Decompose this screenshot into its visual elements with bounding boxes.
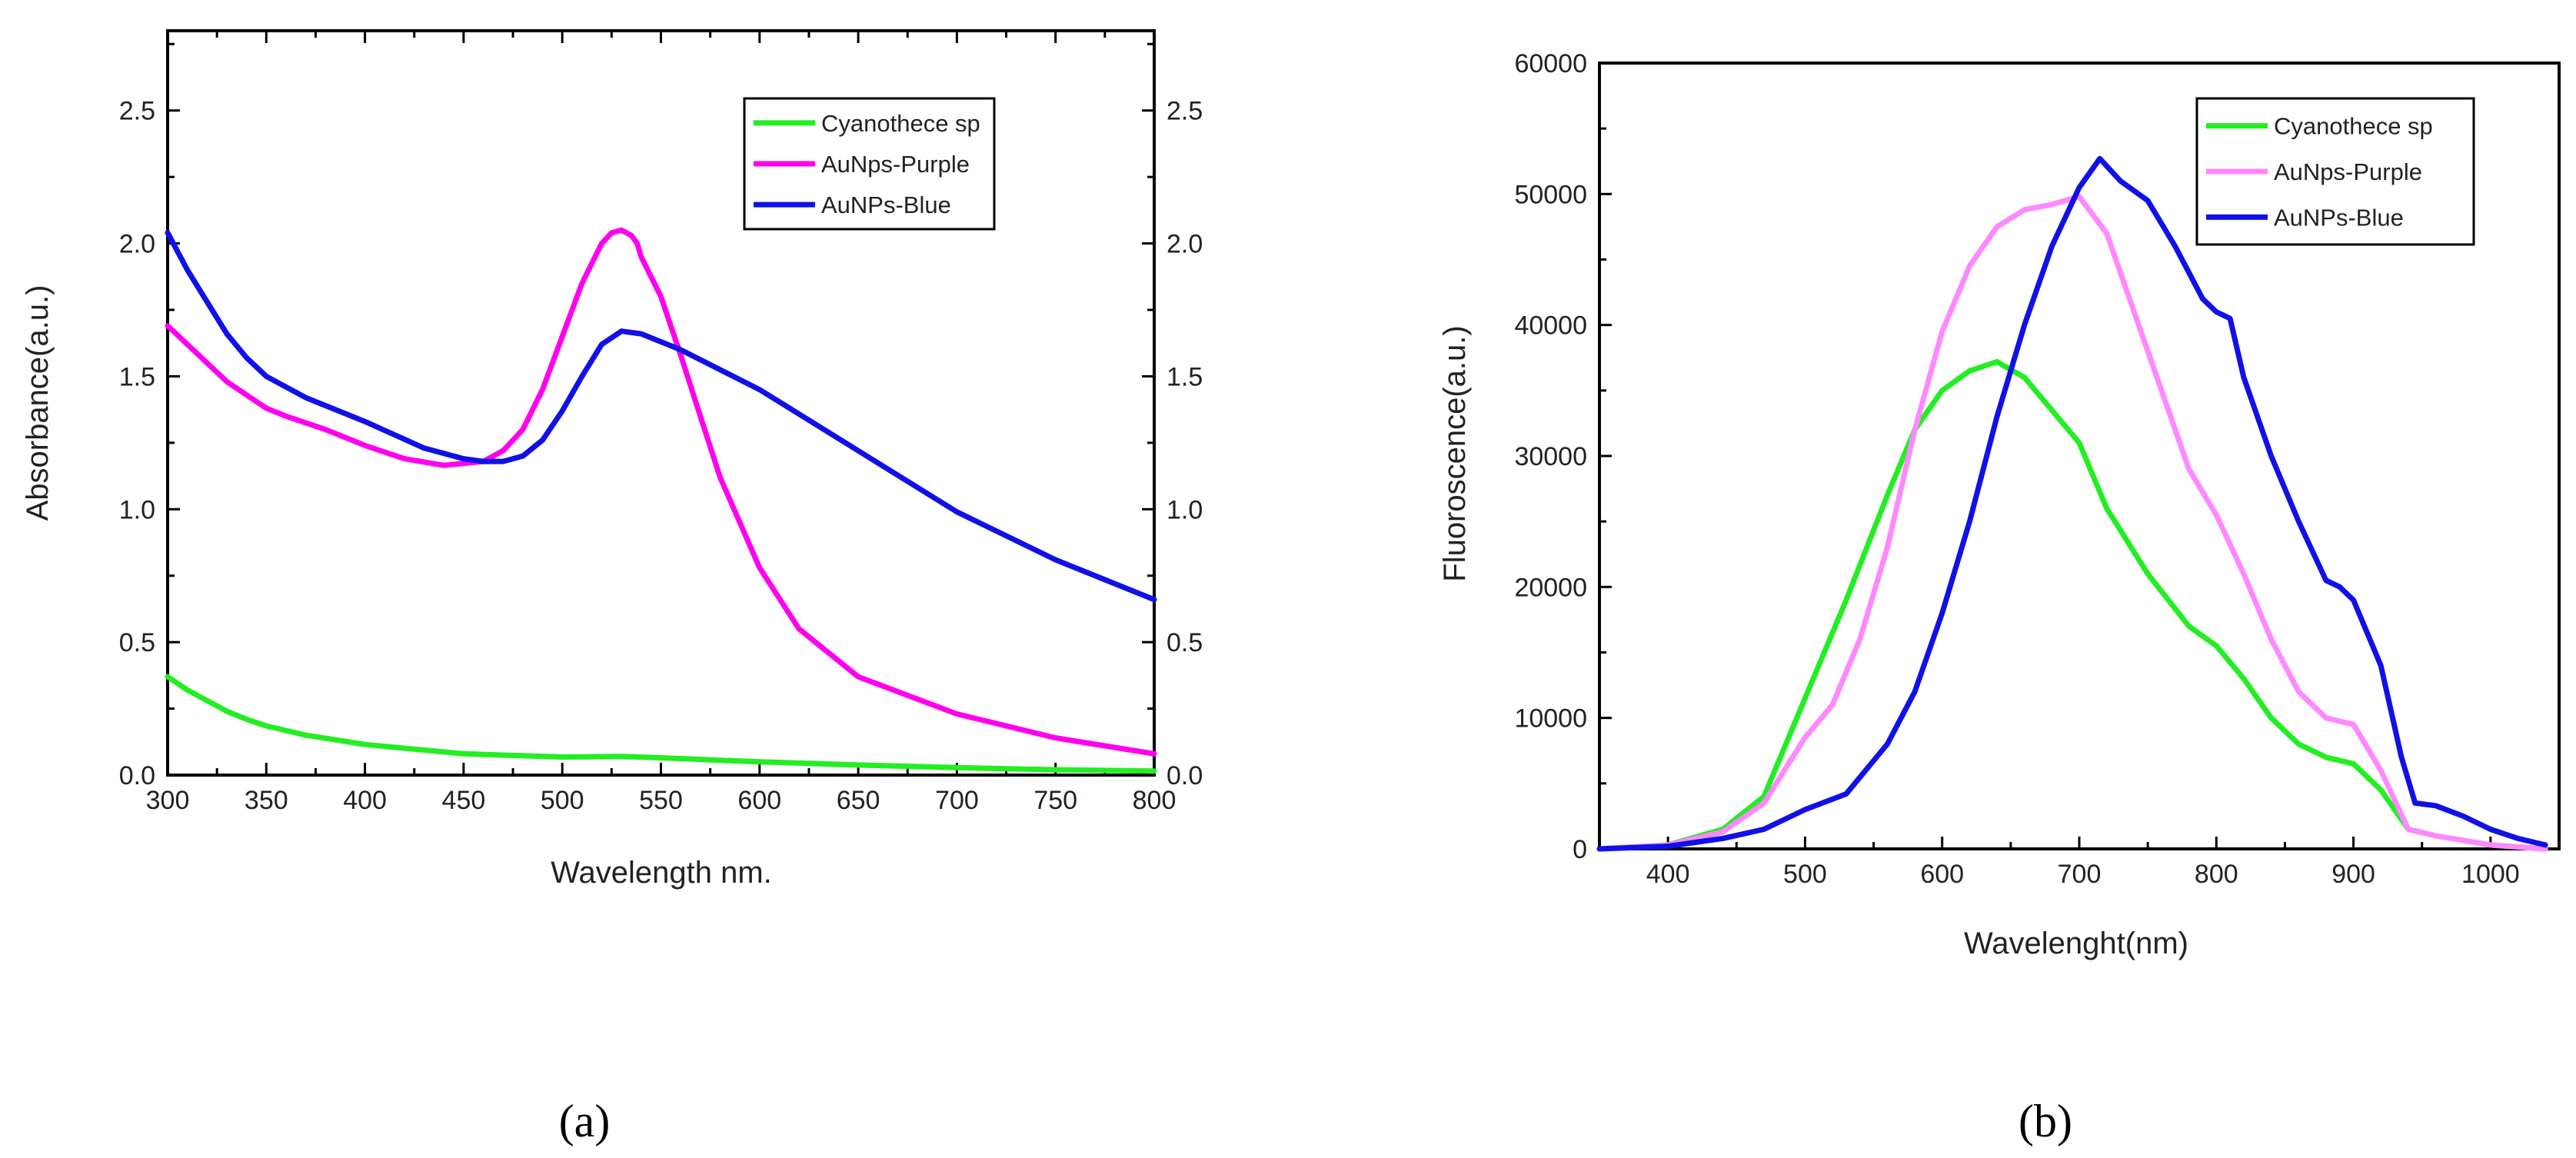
x-tick-label: 450 — [442, 786, 486, 815]
y-tick-label: 40000 — [1514, 311, 1587, 341]
series-layer — [165, 227, 1157, 774]
panel-label: (a) — [559, 1096, 611, 1146]
x-tick-label: 900 — [2331, 860, 2375, 889]
y-tick-label: 20000 — [1514, 573, 1587, 602]
y-tick-label-right: 2.0 — [1167, 230, 1203, 259]
y-tick-label: 0.5 — [119, 628, 155, 657]
x-tick-label: 1000 — [2461, 860, 2520, 889]
y-tick-label: 60000 — [1514, 49, 1587, 78]
y-axis-title: Absorbance(a.u.) — [21, 285, 55, 521]
x-tick-label: 700 — [2058, 860, 2102, 889]
x-tick-label: 750 — [1033, 786, 1077, 815]
x-tick-label: 400 — [343, 786, 387, 815]
panel-label: (b) — [2019, 1096, 2072, 1146]
y-axis-title: Fluoroscence(a.u.) — [1438, 325, 1472, 581]
series-layer — [1596, 155, 2548, 852]
y-tick-label-right: 1.0 — [1167, 495, 1203, 524]
y-tick-label: 50000 — [1514, 180, 1587, 209]
x-tick-label: 500 — [541, 786, 584, 815]
legend-label: Cyanothece sp — [821, 110, 980, 137]
x-tick-label: 350 — [245, 786, 288, 815]
x-tick-label: 700 — [935, 786, 979, 815]
y-tick-label: 2.5 — [119, 97, 155, 126]
x-tick-label: 800 — [1133, 786, 1177, 815]
y-tick-label: 0 — [1573, 835, 1587, 864]
x-tick-label: 650 — [837, 786, 880, 815]
y-tick-label: 1.0 — [119, 495, 155, 524]
x-tick-label: 800 — [2195, 860, 2238, 889]
x-tick-label: 600 — [737, 786, 781, 815]
y-tick-label: 10000 — [1514, 704, 1587, 734]
y-tick-label-right: 1.5 — [1167, 362, 1203, 391]
x-tick-label: 600 — [1920, 860, 1964, 889]
y-tick-label: 30000 — [1514, 442, 1587, 471]
y-tick-label-right: 0.5 — [1167, 628, 1203, 657]
y-tick-label: 1.5 — [119, 362, 155, 391]
series-line-aunps-blue — [165, 230, 1157, 603]
x-tick-label: 500 — [1783, 860, 1827, 889]
series-line-aunps-blue — [1596, 155, 2548, 852]
y-tick-label: 2.0 — [119, 230, 155, 259]
legend-label: AuNPs-Blue — [821, 191, 951, 218]
legend-label: Cyanothece sp — [2274, 113, 2433, 140]
y-tick-label-right: 2.5 — [1167, 97, 1203, 126]
tick-labels: 400 500 600 700 800 900 1000010000200003000040… — [1514, 49, 2519, 889]
y-tick-label: 0.0 — [119, 761, 155, 790]
y-tick-label-right: 0.0 — [1167, 761, 1203, 790]
x-tick-label: 300 — [146, 786, 190, 815]
fluorescence-chart: 400 500 600 700 800 900 1000010000200003000040… — [1438, 49, 2561, 1146]
legend: Cyanothece sp AuNps-Purple AuNPs-Blue — [743, 97, 996, 231]
series-line-aunps-purple — [1596, 194, 2548, 852]
legend-label: AuNPs-Blue — [2274, 204, 2404, 231]
legend: Cyanothece sp AuNps-Purple AuNPs-Blue — [2195, 97, 2475, 246]
series-line-cyanothece-sp — [1596, 358, 2548, 852]
x-tick-label: 550 — [639, 786, 683, 815]
legend-label: AuNps-Purple — [821, 151, 970, 178]
series-line-aunps-purple — [165, 227, 1157, 757]
legend-label: AuNps-Purple — [2274, 158, 2422, 185]
x-axis-title: Wavelength nm. — [551, 856, 772, 890]
x-tick-label: 400 — [1646, 860, 1690, 889]
series-line-cyanothece-sp — [165, 674, 1157, 774]
x-axis-title: Wavelenght(nm) — [1964, 927, 2188, 960]
